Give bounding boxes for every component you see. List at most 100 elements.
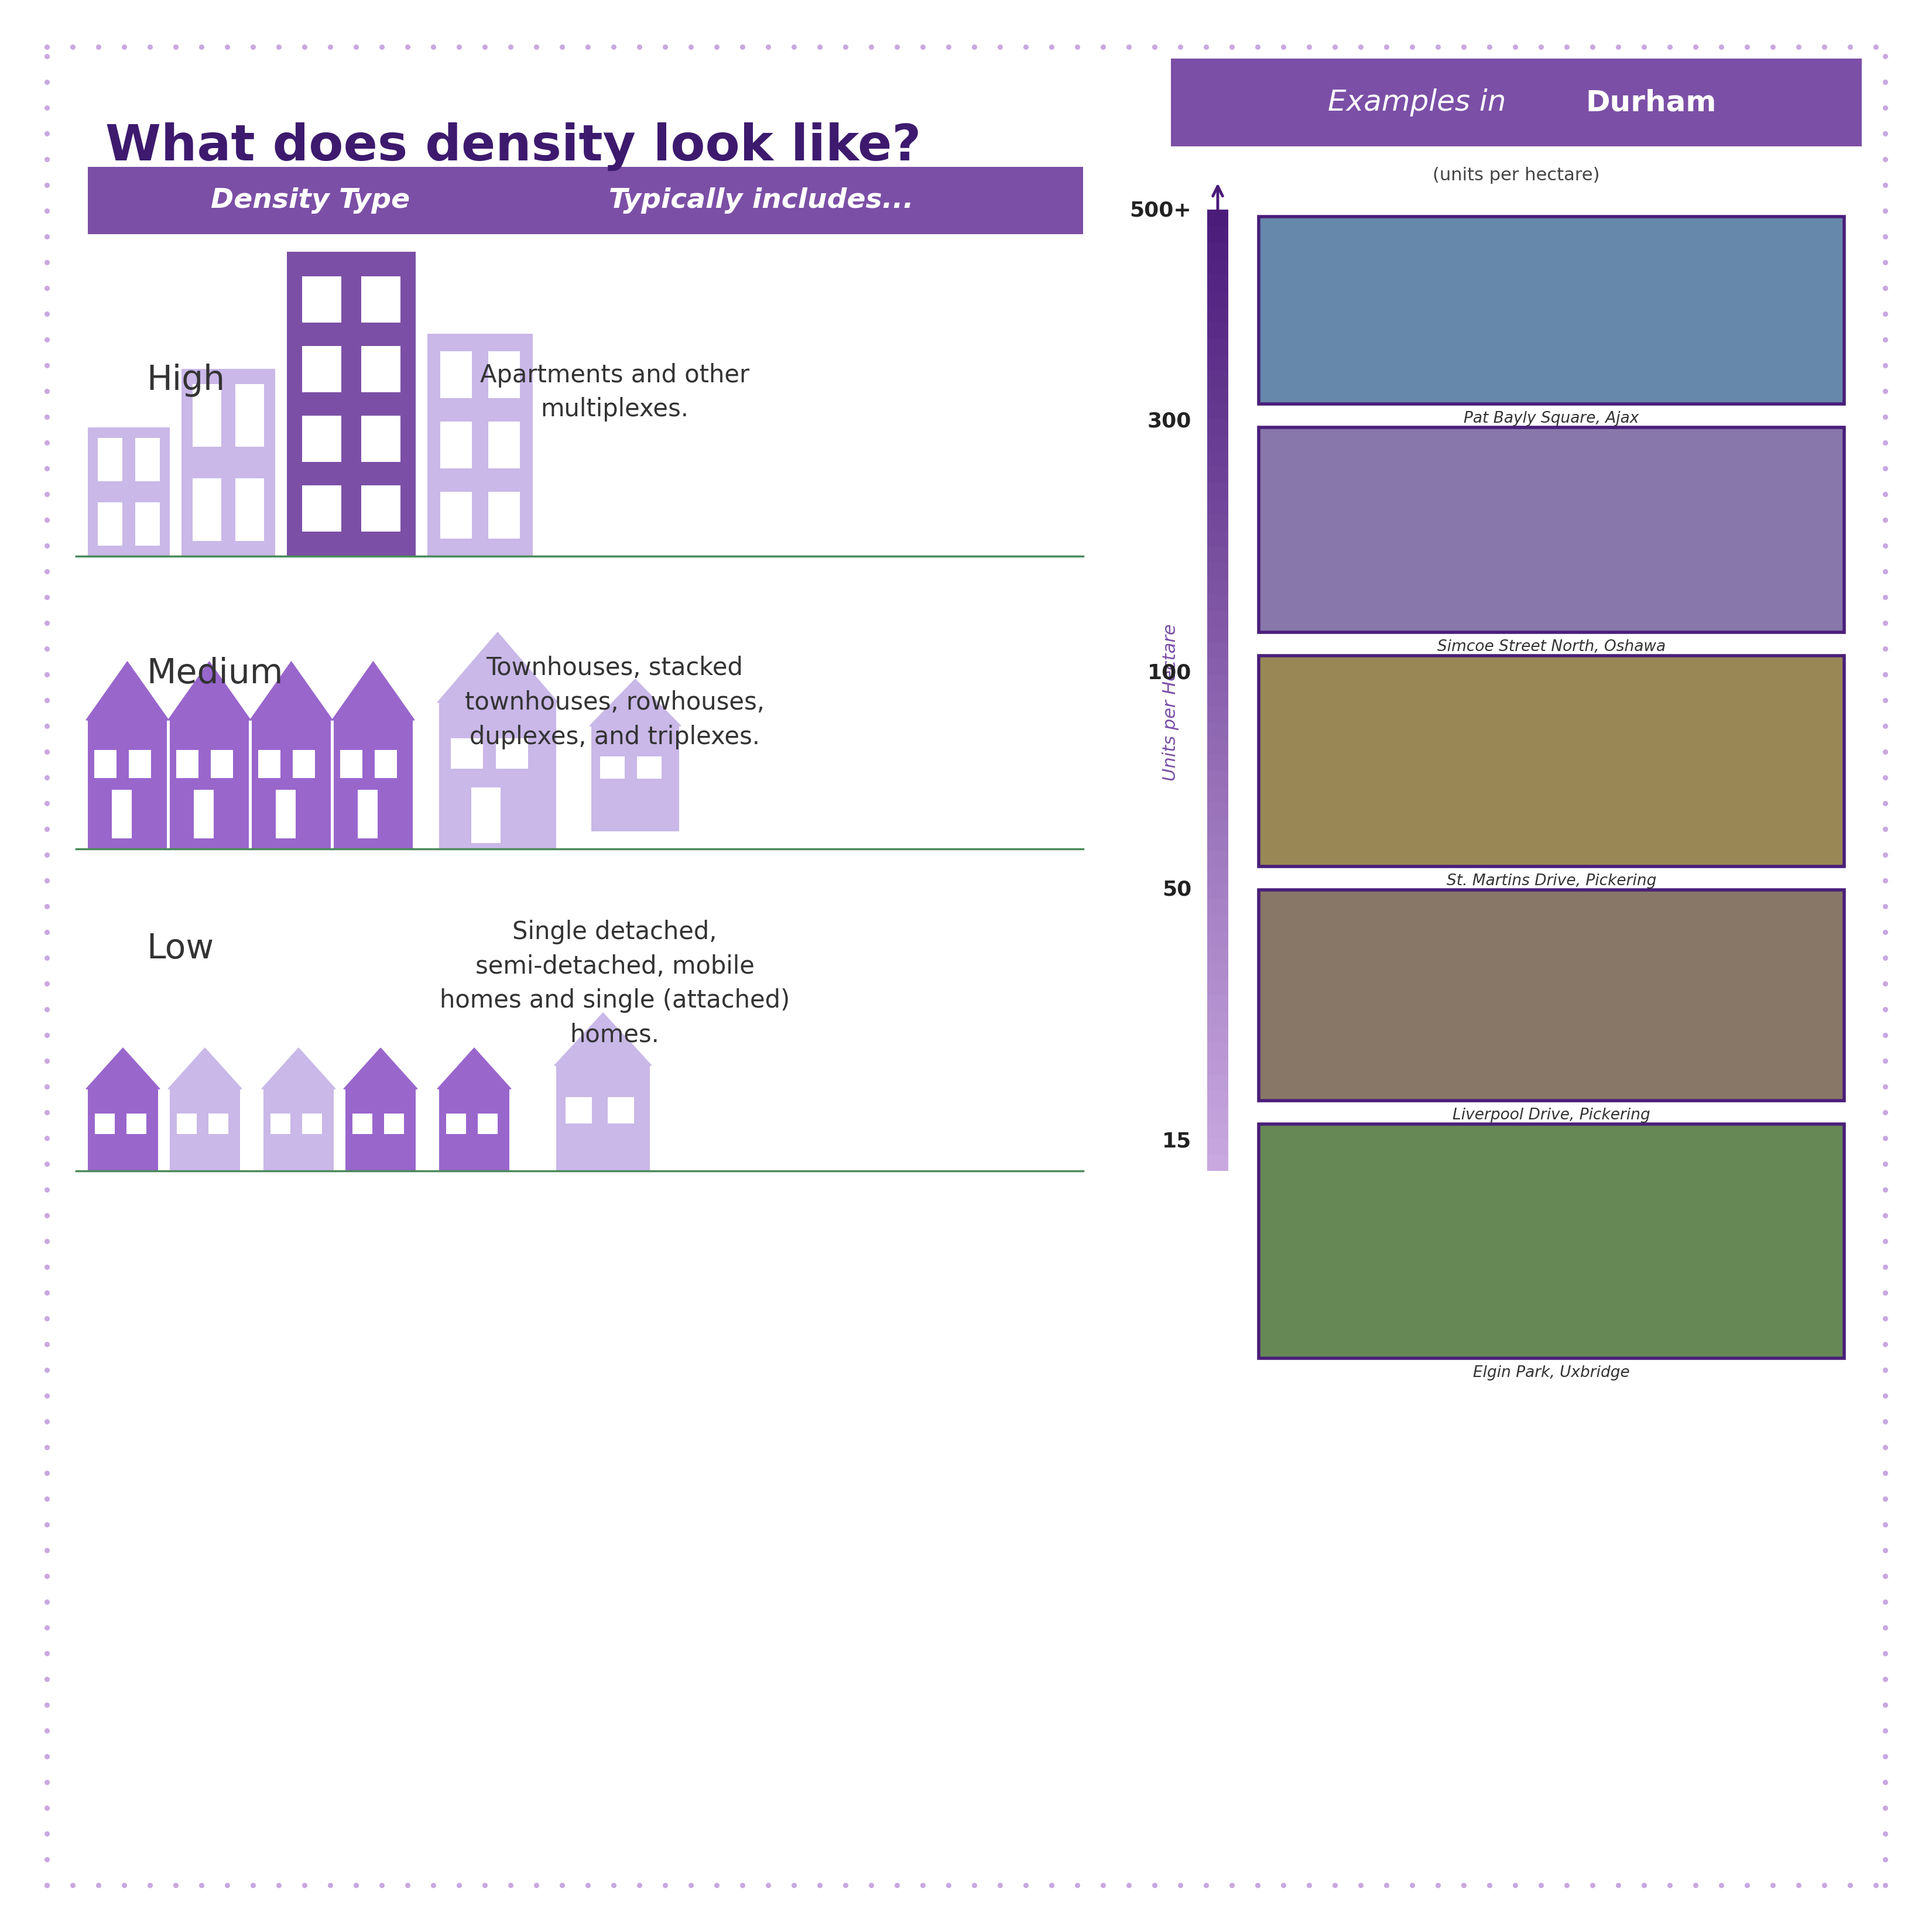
Bar [87, 1090, 158, 1171]
Bar [497, 738, 527, 769]
Bar [1208, 1041, 1229, 1059]
Text: Townhouses, stacked
townhouses, rowhouses,
duplexes, and triplexes.: Townhouses, stacked townhouses, rowhouse… [466, 657, 765, 750]
Bar [1208, 529, 1229, 547]
Bar [450, 738, 483, 769]
Bar [1208, 369, 1229, 386]
Bar [609, 1097, 634, 1124]
Bar [439, 703, 556, 848]
Bar [135, 439, 160, 481]
Bar [1208, 578, 1229, 595]
Bar [251, 721, 330, 848]
Bar [259, 750, 280, 779]
Bar [361, 276, 400, 323]
Bar [301, 415, 342, 462]
Bar [1208, 417, 1229, 435]
Bar [375, 750, 396, 779]
Bar [301, 485, 342, 531]
Bar [1260, 427, 1845, 632]
Bar [601, 757, 624, 779]
Bar [1208, 786, 1229, 804]
Polygon shape [589, 680, 680, 726]
Bar [384, 1113, 404, 1134]
Bar [1208, 338, 1229, 355]
Bar [193, 384, 220, 446]
Bar [489, 491, 520, 539]
Bar [1208, 321, 1229, 338]
Bar [126, 1113, 147, 1134]
Bar [193, 790, 213, 838]
Bar [1208, 881, 1229, 898]
Bar [211, 750, 234, 779]
Bar [1208, 914, 1229, 931]
Bar [357, 790, 377, 838]
Bar [1208, 354, 1229, 371]
Bar [301, 1113, 323, 1134]
Bar [1208, 450, 1229, 468]
Bar [1208, 226, 1229, 243]
Bar [489, 352, 520, 398]
Bar [99, 502, 122, 547]
Bar [1208, 386, 1229, 402]
Bar [209, 1113, 228, 1134]
Bar [1208, 898, 1229, 916]
Bar [1208, 433, 1229, 450]
Text: St. Martins Drive, Pickering: St. Martins Drive, Pickering [1447, 873, 1656, 889]
Bar [1208, 835, 1229, 850]
Polygon shape [344, 1047, 417, 1090]
Polygon shape [87, 1047, 160, 1090]
Bar [1208, 1138, 1229, 1155]
Bar [87, 721, 166, 848]
Bar [1260, 216, 1845, 404]
Bar [1208, 274, 1229, 292]
Text: Low: Low [147, 931, 214, 966]
Bar [99, 439, 122, 481]
Bar [361, 346, 400, 392]
Bar [95, 750, 116, 779]
Bar [170, 721, 249, 848]
Bar [1260, 891, 1845, 1101]
Bar [346, 1090, 415, 1171]
Bar [427, 334, 533, 556]
Polygon shape [168, 661, 251, 721]
Polygon shape [437, 1047, 512, 1090]
Bar [236, 479, 265, 541]
Bar [1208, 769, 1229, 786]
Bar [1208, 611, 1229, 626]
Bar [1208, 945, 1229, 962]
Text: Units per Hectare: Units per Hectare [1163, 624, 1179, 781]
Bar [87, 427, 170, 556]
Bar [276, 790, 296, 838]
Bar [1208, 674, 1229, 692]
Polygon shape [261, 1047, 336, 1090]
Bar [1208, 1153, 1229, 1171]
Bar [1208, 929, 1229, 947]
Bar [638, 757, 661, 779]
Bar [361, 485, 400, 531]
Bar [1208, 514, 1229, 531]
Bar [1208, 753, 1229, 771]
Bar [1260, 1124, 1845, 1358]
Bar [1208, 1090, 1229, 1107]
Bar [170, 1090, 240, 1171]
Polygon shape [437, 632, 558, 703]
Polygon shape [87, 661, 168, 721]
Bar [489, 421, 520, 468]
Bar [1208, 802, 1229, 819]
Bar [176, 750, 199, 779]
Bar [1208, 1105, 1229, 1122]
Bar [236, 384, 265, 446]
Bar [193, 479, 220, 541]
Text: 100: 100 [1148, 663, 1192, 684]
Bar [301, 276, 342, 323]
Bar [1208, 290, 1229, 307]
Text: Density Type: Density Type [211, 187, 410, 214]
Polygon shape [249, 661, 332, 721]
Text: Apartments and other
multiplexes.: Apartments and other multiplexes. [479, 363, 750, 421]
Bar [440, 491, 471, 539]
Bar [87, 166, 1084, 234]
Bar [446, 1113, 466, 1134]
Bar [1208, 1010, 1229, 1028]
Bar [182, 369, 274, 556]
Bar [1208, 305, 1229, 323]
Polygon shape [332, 661, 415, 721]
